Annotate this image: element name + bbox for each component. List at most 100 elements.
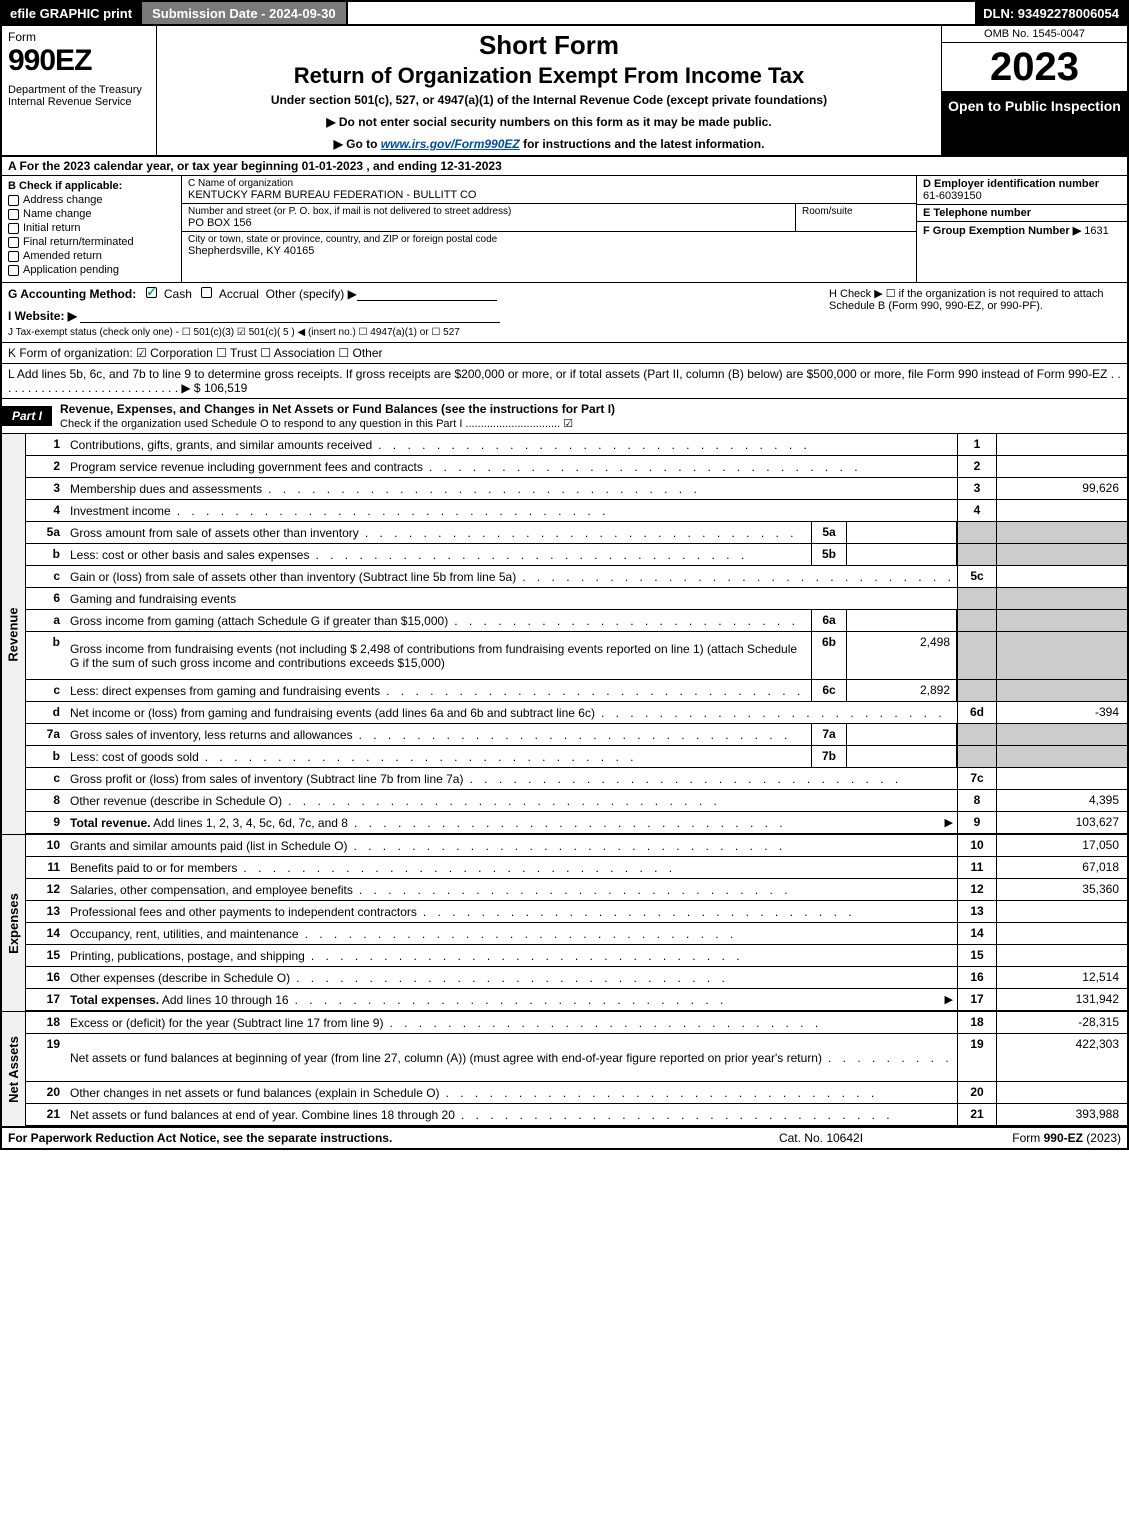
right-line-value: 4,395 bbox=[997, 790, 1127, 811]
right-line-value: 67,018 bbox=[997, 857, 1127, 878]
sub-line-value: 2,892 bbox=[847, 680, 957, 701]
table-row: 17Total expenses. Add lines 10 through 1… bbox=[26, 989, 1127, 1011]
chk-final-return[interactable]: Final return/terminated bbox=[8, 236, 175, 248]
dln-label: DLN: 93492278006054 bbox=[975, 2, 1127, 24]
website-field[interactable] bbox=[80, 309, 500, 323]
right-line-number: 9 bbox=[957, 812, 997, 833]
section-bcd: B Check if applicable: Address change Na… bbox=[0, 176, 1129, 283]
right-line-number bbox=[957, 680, 997, 701]
chk-amended-return[interactable]: Amended return bbox=[8, 250, 175, 262]
line-description: Excess or (deficit) for the year (Subtra… bbox=[66, 1012, 957, 1033]
efile-label[interactable]: efile GRAPHIC print bbox=[2, 2, 140, 24]
right-line-value bbox=[997, 588, 1127, 609]
right-line-value: 422,303 bbox=[997, 1034, 1127, 1081]
right-line-value bbox=[997, 901, 1127, 922]
right-line-number: 2 bbox=[957, 456, 997, 477]
line-number: 8 bbox=[26, 790, 66, 811]
checkbox-icon[interactable] bbox=[8, 223, 19, 234]
line-number: 18 bbox=[26, 1012, 66, 1033]
tel-row: E Telephone number bbox=[917, 205, 1127, 222]
right-line-value bbox=[997, 500, 1127, 521]
line-number: 15 bbox=[26, 945, 66, 966]
sub-line-value bbox=[847, 544, 957, 565]
line-number: 16 bbox=[26, 967, 66, 988]
line-number: 1 bbox=[26, 434, 66, 455]
table-row: 20Other changes in net assets or fund ba… bbox=[26, 1082, 1127, 1104]
table-row: 8Other revenue (describe in Schedule O).… bbox=[26, 790, 1127, 812]
org-name-label: C Name of organization bbox=[188, 178, 910, 189]
line-j: J Tax-exempt status (check only one) - ☐… bbox=[8, 327, 821, 338]
sub-line-value bbox=[847, 724, 957, 745]
line-number: b bbox=[26, 746, 66, 767]
right-line-value: 393,988 bbox=[997, 1104, 1127, 1125]
footer-right-post: (2023) bbox=[1083, 1131, 1121, 1145]
line-description: Net assets or fund balances at end of ye… bbox=[66, 1104, 957, 1125]
goto-post: for instructions and the latest informat… bbox=[520, 137, 765, 151]
line-description: Gain or (loss) from sale of assets other… bbox=[66, 566, 957, 587]
table-row: cLess: direct expenses from gaming and f… bbox=[26, 680, 1127, 702]
right-line-value bbox=[997, 610, 1127, 631]
line-number: 3 bbox=[26, 478, 66, 499]
org-name-row: C Name of organization KENTUCKY FARM BUR… bbox=[182, 176, 916, 204]
right-line-value bbox=[997, 456, 1127, 477]
line-number: 5a bbox=[26, 522, 66, 543]
right-line-number: 19 bbox=[957, 1034, 997, 1081]
form-word: Form bbox=[8, 30, 150, 44]
footer-left: For Paperwork Reduction Act Notice, see … bbox=[8, 1131, 721, 1145]
line-description: Gross amount from sale of assets other t… bbox=[66, 522, 811, 543]
checkbox-icon[interactable] bbox=[8, 237, 19, 248]
right-line-value bbox=[997, 923, 1127, 944]
line-description: Occupancy, rent, utilities, and maintena… bbox=[66, 923, 957, 944]
right-line-number bbox=[957, 544, 997, 565]
line-number: 14 bbox=[26, 923, 66, 944]
part1-title-text: Revenue, Expenses, and Changes in Net As… bbox=[60, 402, 615, 416]
checkbox-icon[interactable] bbox=[8, 195, 19, 206]
table-row: 14Occupancy, rent, utilities, and mainte… bbox=[26, 923, 1127, 945]
chk-name-change[interactable]: Name change bbox=[8, 208, 175, 220]
line-i-label: I Website: ▶ bbox=[8, 309, 77, 323]
right-line-number: 15 bbox=[957, 945, 997, 966]
chk-label: Initial return bbox=[23, 222, 80, 234]
footer-right-bold: 990-EZ bbox=[1044, 1131, 1083, 1145]
arrow-icon: ▶ bbox=[945, 993, 953, 1006]
line-number: 21 bbox=[26, 1104, 66, 1125]
city-label: City or town, state or province, country… bbox=[188, 234, 910, 245]
chk-label: Name change bbox=[23, 208, 92, 220]
checkbox-icon[interactable] bbox=[8, 209, 19, 220]
header-row: Form 990EZ Department of the Treasury In… bbox=[0, 26, 1129, 157]
line-number: a bbox=[26, 610, 66, 631]
group-label: F Group Exemption Number ▶ bbox=[923, 225, 1081, 237]
netassets-section: Net Assets 18Excess or (deficit) for the… bbox=[0, 1011, 1129, 1127]
topbar-spacer bbox=[348, 2, 976, 24]
chk-label: Amended return bbox=[23, 250, 102, 262]
irs-link[interactable]: www.irs.gov/Form990EZ bbox=[381, 137, 520, 151]
right-line-value bbox=[997, 566, 1127, 587]
right-line-number bbox=[957, 632, 997, 679]
right-line-number bbox=[957, 588, 997, 609]
table-row: 2Program service revenue including gover… bbox=[26, 456, 1127, 478]
ein-value: 61-6039150 bbox=[923, 190, 1121, 202]
accrual-checkbox[interactable] bbox=[201, 287, 212, 298]
chk-label: Application pending bbox=[23, 264, 119, 276]
line-description: Gross income from gaming (attach Schedul… bbox=[66, 610, 811, 631]
chk-application-pending[interactable]: Application pending bbox=[8, 264, 175, 276]
right-line-number: 18 bbox=[957, 1012, 997, 1033]
line-number: c bbox=[26, 768, 66, 789]
ein-label: D Employer identification number bbox=[923, 178, 1121, 190]
other-field[interactable] bbox=[357, 287, 497, 301]
chk-label: Final return/terminated bbox=[23, 236, 134, 248]
table-row: 10Grants and similar amounts paid (list … bbox=[26, 835, 1127, 857]
expenses-label-text: Expenses bbox=[6, 893, 21, 954]
chk-address-change[interactable]: Address change bbox=[8, 194, 175, 206]
line-description: Other changes in net assets or fund bala… bbox=[66, 1082, 957, 1103]
cash-checkbox[interactable] bbox=[146, 287, 157, 298]
tel-label: E Telephone number bbox=[923, 207, 1121, 219]
chk-initial-return[interactable]: Initial return bbox=[8, 222, 175, 234]
right-line-number: 4 bbox=[957, 500, 997, 521]
form-column: Form 990EZ Department of the Treasury In… bbox=[2, 26, 157, 155]
line-i: I Website: ▶ bbox=[8, 309, 821, 323]
table-row: bLess: cost of goods sold. . . . . . . .… bbox=[26, 746, 1127, 768]
checkbox-icon[interactable] bbox=[8, 251, 19, 262]
right-line-value bbox=[997, 1082, 1127, 1103]
checkbox-icon[interactable] bbox=[8, 265, 19, 276]
